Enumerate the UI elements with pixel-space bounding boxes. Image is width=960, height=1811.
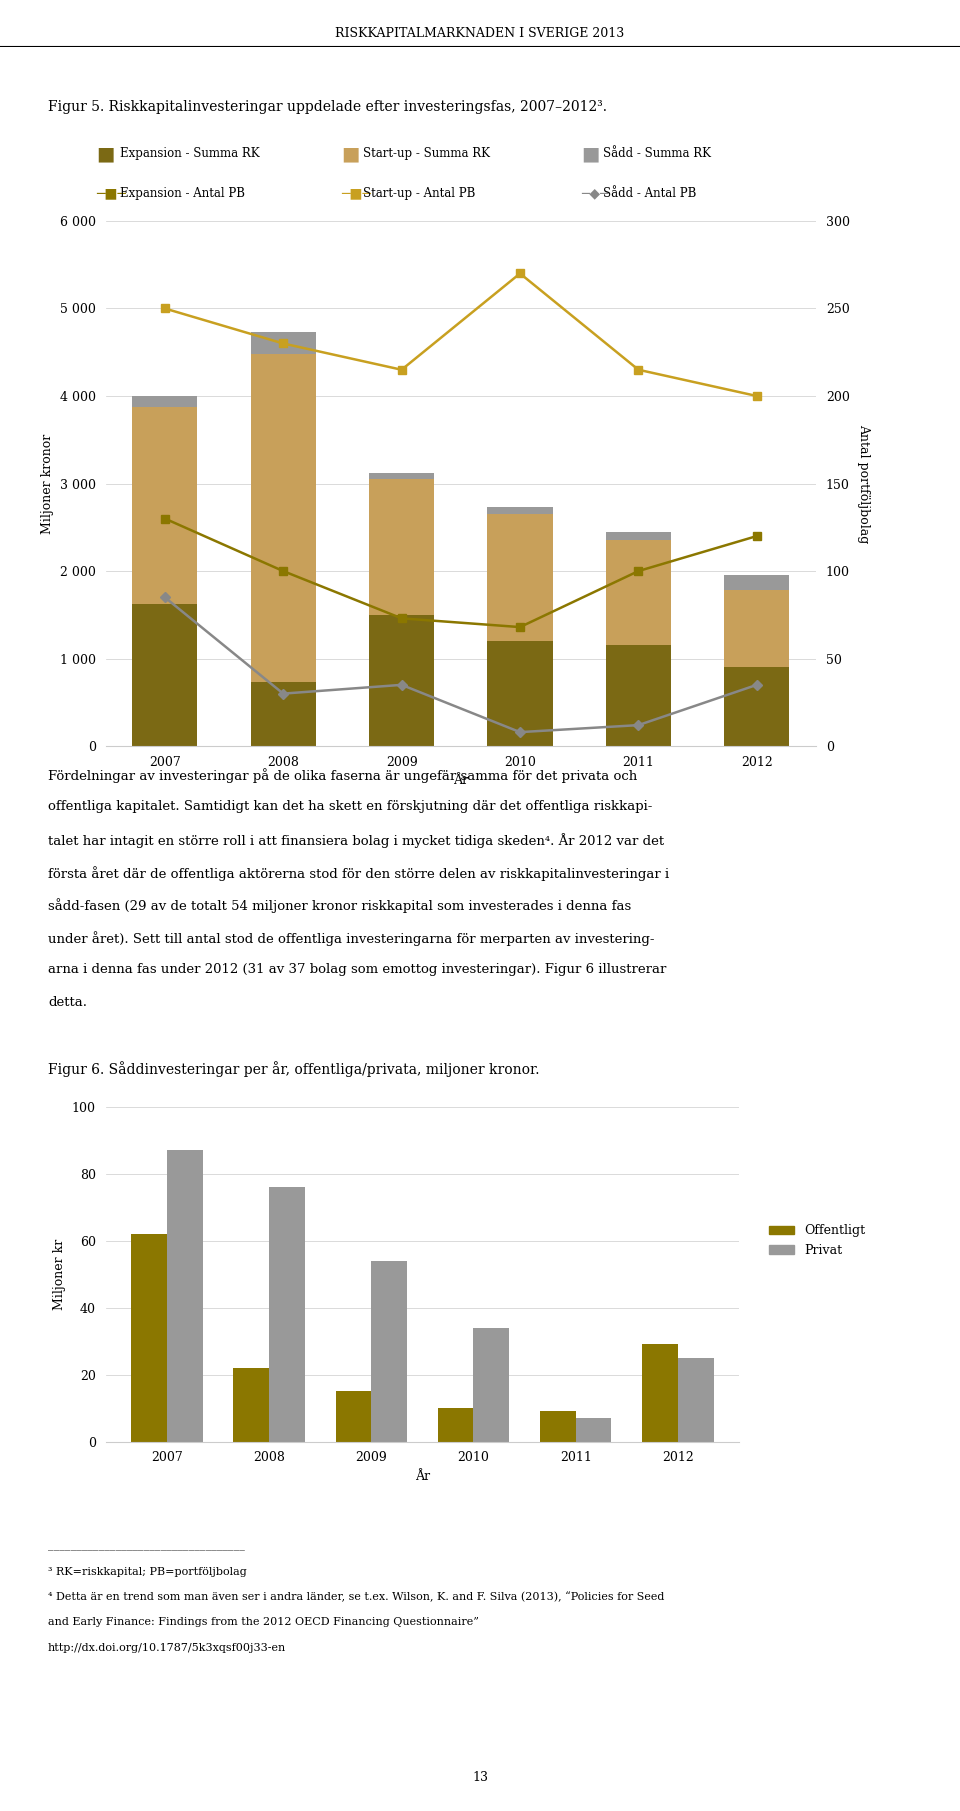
Bar	[132, 1233, 167, 1442]
Bar	[336, 1391, 372, 1442]
Text: Start-up - Summa RK: Start-up - Summa RK	[363, 147, 490, 161]
Bar	[724, 574, 789, 590]
Bar	[606, 532, 671, 540]
Text: ■: ■	[96, 145, 114, 163]
Text: under året). Sett till antal stod de offentliga investeringarna för merparten av: under året). Sett till antal stod de off…	[48, 931, 655, 945]
Text: detta.: detta.	[48, 996, 87, 1009]
Bar	[724, 590, 789, 668]
Text: RISKKAPITALMARKNADEN I SVERIGE 2013: RISKKAPITALMARKNADEN I SVERIGE 2013	[335, 27, 625, 40]
Text: ³ RK=riskkapital; PB=portföljbolag: ³ RK=riskkapital; PB=portföljbolag	[48, 1567, 247, 1577]
Text: ─◆─: ─◆─	[581, 187, 609, 201]
Text: första året där de offentliga aktörerna stod för den större delen av riskkapital: första året där de offentliga aktörerna …	[48, 866, 669, 880]
Bar	[369, 480, 434, 616]
Legend: Offentligt, Privat: Offentligt, Privat	[764, 1219, 871, 1262]
X-axis label: År: År	[453, 775, 468, 788]
Bar	[606, 645, 671, 746]
Bar	[488, 641, 553, 746]
Bar	[251, 331, 316, 353]
Bar	[369, 473, 434, 480]
Bar	[724, 668, 789, 746]
Text: and Early Finance: Findings from the 2012 OECD Financing Questionnaire”: and Early Finance: Findings from the 201…	[48, 1617, 479, 1628]
Bar	[251, 683, 316, 746]
Y-axis label: Antal portföljbolag: Antal portföljbolag	[857, 424, 871, 543]
Bar	[540, 1411, 576, 1442]
Text: ___________________________________: ___________________________________	[48, 1541, 245, 1552]
Text: ─■─: ─■─	[341, 187, 371, 201]
Text: talet har intagit en större roll i att finansiera bolag i mycket tidiga skeden⁴.: talet har intagit en större roll i att f…	[48, 833, 664, 848]
Text: Expansion - Summa RK: Expansion - Summa RK	[120, 147, 259, 161]
Bar	[372, 1260, 407, 1442]
Text: Figur 5. Riskkapitalinvesteringar uppdelade efter investeringsfas, 2007–2012³.: Figur 5. Riskkapitalinvesteringar uppdel…	[48, 100, 607, 114]
Bar	[132, 605, 198, 746]
Bar	[606, 540, 671, 645]
Bar	[132, 397, 198, 407]
Text: ⁴ Detta är en trend som man även ser i andra länder, se t.ex. Wilson, K. and F. : ⁴ Detta är en trend som man även ser i a…	[48, 1592, 664, 1603]
Bar	[369, 616, 434, 746]
Bar	[132, 407, 198, 605]
Bar	[642, 1344, 678, 1442]
Text: Expansion - Antal PB: Expansion - Antal PB	[120, 187, 245, 201]
Bar	[473, 1327, 509, 1442]
Text: Fördelningar av investeringar på de olika faserna är ungefär samma för det priva: Fördelningar av investeringar på de olik…	[48, 768, 637, 782]
Bar	[488, 514, 553, 641]
Text: ■: ■	[341, 145, 359, 163]
Text: offentliga kapitalet. Samtidigt kan det ha skett en förskjutning där det offentl: offentliga kapitalet. Samtidigt kan det …	[48, 800, 653, 813]
X-axis label: År: År	[415, 1471, 430, 1483]
Bar	[233, 1367, 269, 1442]
Text: Sådd - Antal PB: Sådd - Antal PB	[603, 187, 696, 201]
Text: http://dx.doi.org/10.1787/5k3xqsf00j33-en: http://dx.doi.org/10.1787/5k3xqsf00j33-e…	[48, 1643, 286, 1653]
Text: Figur 6. Såddinvesteringar per år, offentliga/privata, miljoner kronor.: Figur 6. Såddinvesteringar per år, offen…	[48, 1061, 540, 1078]
Y-axis label: Miljoner kronor: Miljoner kronor	[41, 433, 55, 534]
Bar	[678, 1358, 713, 1442]
Text: Sådd - Summa RK: Sådd - Summa RK	[603, 147, 710, 161]
Y-axis label: Miljoner kr: Miljoner kr	[54, 1239, 66, 1309]
Text: ■: ■	[581, 145, 599, 163]
Bar	[576, 1418, 612, 1442]
Bar	[269, 1186, 305, 1442]
Text: sådd-fasen (29 av de totalt 54 miljoner kronor riskkapital som investerades i de: sådd-fasen (29 av de totalt 54 miljoner …	[48, 898, 632, 913]
Bar	[438, 1409, 473, 1442]
Text: arna i denna fas under 2012 (31 av 37 bolag som emottog investeringar). Figur 6 : arna i denna fas under 2012 (31 av 37 bo…	[48, 963, 666, 976]
Bar	[167, 1150, 203, 1442]
Text: ─■─: ─■─	[96, 187, 126, 201]
Bar	[488, 507, 553, 514]
Text: Start-up - Antal PB: Start-up - Antal PB	[363, 187, 475, 201]
Text: 13: 13	[472, 1771, 488, 1784]
Bar	[251, 353, 316, 683]
